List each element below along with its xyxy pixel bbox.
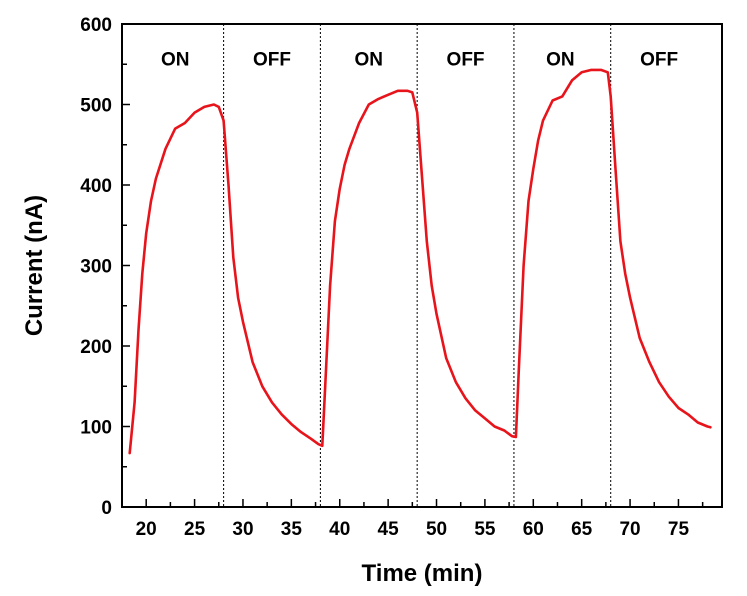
x-tick-label: 45 <box>378 519 400 540</box>
y-tick-label: 400 <box>80 176 112 197</box>
x-axis-title: Time (min) <box>362 560 483 587</box>
y-tick-label: 300 <box>80 257 112 278</box>
switch-lines <box>223 24 612 507</box>
y-tick-label: 200 <box>80 337 112 358</box>
y-tick-label: 500 <box>80 96 112 117</box>
phase-label-on: ON <box>355 50 384 71</box>
x-tick-label: 75 <box>668 519 690 540</box>
x-tick-label: 60 <box>523 519 544 540</box>
x-tick-label: 55 <box>474 519 496 540</box>
y-axis-title: Current (nA) <box>21 195 48 336</box>
phase-label-on: ON <box>546 50 575 71</box>
x-tick-label: 20 <box>136 519 157 540</box>
phase-labels: ON OFF ON OFF ON OFF <box>161 50 678 71</box>
y-tick-label: 100 <box>80 418 112 439</box>
plot-frame <box>121 23 723 508</box>
x-tick-label: 50 <box>426 519 447 540</box>
phase-label-off: OFF <box>447 50 485 71</box>
x-tick-label: 70 <box>619 519 640 540</box>
y-tick-label: 600 <box>80 15 112 36</box>
y-axis-ticks: 0 100 200 300 400 500 600 <box>80 15 130 519</box>
series-line <box>128 68 712 455</box>
x-axis-ticks: 20 25 30 35 40 45 50 55 60 65 70 75 <box>121 499 704 540</box>
x-tick-label: 25 <box>184 519 206 540</box>
x-tick-label: 30 <box>232 519 253 540</box>
phase-label-on: ON <box>161 50 190 71</box>
x-tick-label: 35 <box>281 519 303 540</box>
y-tick-label: 0 <box>101 498 112 519</box>
x-tick-label: 40 <box>329 519 350 540</box>
phase-label-off: OFF <box>253 50 291 71</box>
x-tick-label: 65 <box>571 519 593 540</box>
phase-label-off: OFF <box>640 50 678 71</box>
series-layer <box>128 68 712 455</box>
